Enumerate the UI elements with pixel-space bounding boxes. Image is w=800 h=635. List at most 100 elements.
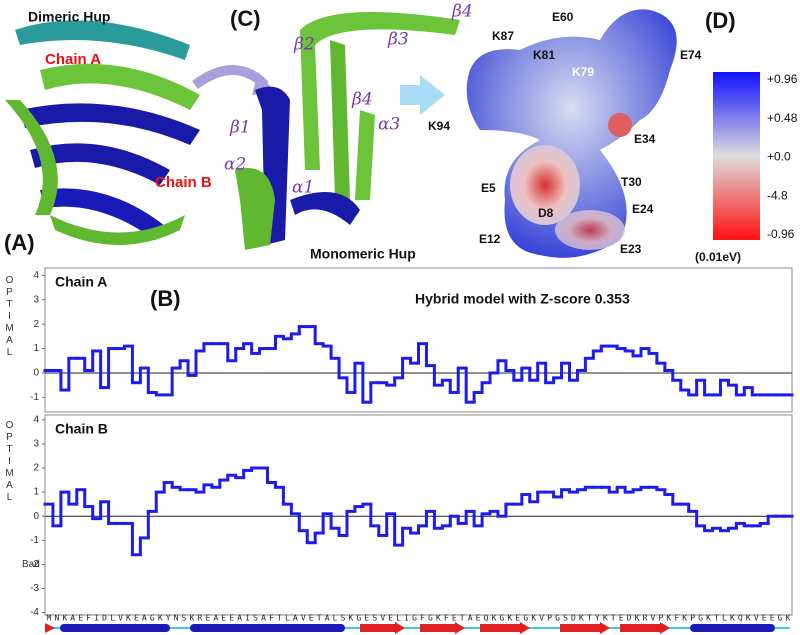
y-axis-label: OPTIMAL xyxy=(4,275,15,359)
x-tick-label: A xyxy=(468,614,473,623)
plot-frame xyxy=(44,267,793,413)
x-tick-label: K xyxy=(62,614,67,623)
dimer-structure xyxy=(5,20,200,245)
residue-label: E12 xyxy=(479,232,501,246)
x-tick-label: T xyxy=(714,614,719,623)
structure-label: Chain B xyxy=(155,174,212,191)
residue-label: K94 xyxy=(428,119,450,133)
residue-label: E5 xyxy=(481,181,496,195)
x-tick-label: N xyxy=(55,614,60,623)
x-tick-label: K xyxy=(349,614,354,623)
x-tick-label: K xyxy=(706,614,711,623)
residue-label: E60 xyxy=(552,10,574,24)
x-tick-label: E xyxy=(221,614,226,623)
residue-label: D8 xyxy=(538,206,554,220)
x-tick-label: E xyxy=(205,614,210,623)
x-tick-label: V xyxy=(301,614,306,623)
x-tick-label: F xyxy=(444,614,449,623)
x-tick-label: M xyxy=(47,614,52,623)
chart-title: Chain A xyxy=(55,274,107,290)
x-tick-label: P xyxy=(547,614,552,623)
x-tick-label: S xyxy=(182,614,187,623)
x-tick-label: K xyxy=(635,614,640,623)
x-tick-label: S xyxy=(341,614,346,623)
y-tick-label: 2 xyxy=(33,319,39,330)
secondary-label: β4 xyxy=(351,90,373,110)
residue-label: K87 xyxy=(492,29,514,43)
x-tick-label: K xyxy=(158,614,163,623)
x-tick-label: S xyxy=(372,614,377,623)
structure-label: Monomeric Hup xyxy=(310,246,416,262)
x-tick-label: A xyxy=(213,614,218,623)
y-tick-label: 3 xyxy=(33,439,39,450)
annotation: Hybrid model with Z-score 0.353 xyxy=(415,291,630,307)
x-tick-label: Y xyxy=(166,614,171,623)
x-tick-label: S xyxy=(563,614,568,623)
x-tick-label: E xyxy=(229,614,234,623)
x-tick-label: T xyxy=(587,614,592,623)
colorbar-label: -0.96 xyxy=(767,227,795,241)
x-tick-label: T xyxy=(317,614,322,623)
x-tick-label: E xyxy=(762,614,767,623)
x-tick-label: E xyxy=(770,614,775,623)
x-tick-label: L xyxy=(396,614,401,623)
x-tick-label: F xyxy=(269,614,274,623)
secondary-structure-strip xyxy=(45,622,790,634)
x-tick-label: T xyxy=(460,614,465,623)
x-tick-label: G xyxy=(150,614,155,623)
x-tick-label: K xyxy=(531,614,536,623)
x-tick-label: D xyxy=(102,614,107,623)
x-tick-label: I xyxy=(404,614,409,623)
colorbar-unit: (0.01eV) xyxy=(695,250,741,264)
x-tick-label: V xyxy=(754,614,759,623)
secondary-label: α3 xyxy=(378,115,400,135)
arrow xyxy=(192,65,269,90)
x-tick-label: K xyxy=(507,614,512,623)
x-tick-label: T xyxy=(611,614,616,623)
x-tick-label: V xyxy=(651,614,656,623)
x-tick-label: Y xyxy=(595,614,600,623)
residue-label: E24 xyxy=(632,202,654,216)
x-tick-label: K xyxy=(603,614,608,623)
colorbar-label: +0.96 xyxy=(767,72,798,86)
secondary-label: β1 xyxy=(229,118,251,138)
x-tick-label: R xyxy=(198,614,203,623)
x-tick-label: P xyxy=(690,614,695,623)
x-tick-label: G xyxy=(778,614,783,623)
arrow xyxy=(400,75,445,115)
x-tick-label: L xyxy=(285,614,290,623)
secondary-label: α1 xyxy=(292,178,314,198)
residue-label: T30 xyxy=(621,175,642,189)
x-tick-label: A xyxy=(237,614,242,623)
panel-label: (D) xyxy=(705,8,736,33)
monomer-structure xyxy=(235,12,460,250)
structure-label: Chain A xyxy=(45,51,101,68)
colorbar-label: +0.0 xyxy=(767,150,791,164)
x-tick-label: G xyxy=(412,614,417,623)
x-tick-label: N xyxy=(174,614,179,623)
panel-label: (C) xyxy=(230,6,261,31)
y-tick-label: -3 xyxy=(30,583,39,594)
x-tick-label: L xyxy=(333,614,338,623)
x-tick-label: K xyxy=(126,614,131,623)
x-tick-label: A xyxy=(142,614,147,623)
x-tick-label: F xyxy=(420,614,425,623)
bad-label: Bad xyxy=(22,559,40,570)
x-tick-label: G xyxy=(428,614,433,623)
x-tick-label: K xyxy=(190,614,195,623)
secondary-label: β4 xyxy=(451,2,473,22)
colorbar xyxy=(713,72,760,240)
x-tick-label: G xyxy=(698,614,703,623)
x-tick-label: K xyxy=(436,614,441,623)
x-tick-label: A xyxy=(293,614,298,623)
secondary-label: α2 xyxy=(224,155,246,175)
x-tick-label: A xyxy=(70,614,75,623)
x-tick-label: F xyxy=(674,614,679,623)
y-tick-label: 4 xyxy=(33,270,39,281)
x-tick-label: G xyxy=(523,614,528,623)
x-tick-label: K xyxy=(746,614,751,623)
y-tick-label: 4 xyxy=(33,414,39,425)
x-tick-label: K xyxy=(579,614,584,623)
y-tick-label: 1 xyxy=(33,343,39,354)
